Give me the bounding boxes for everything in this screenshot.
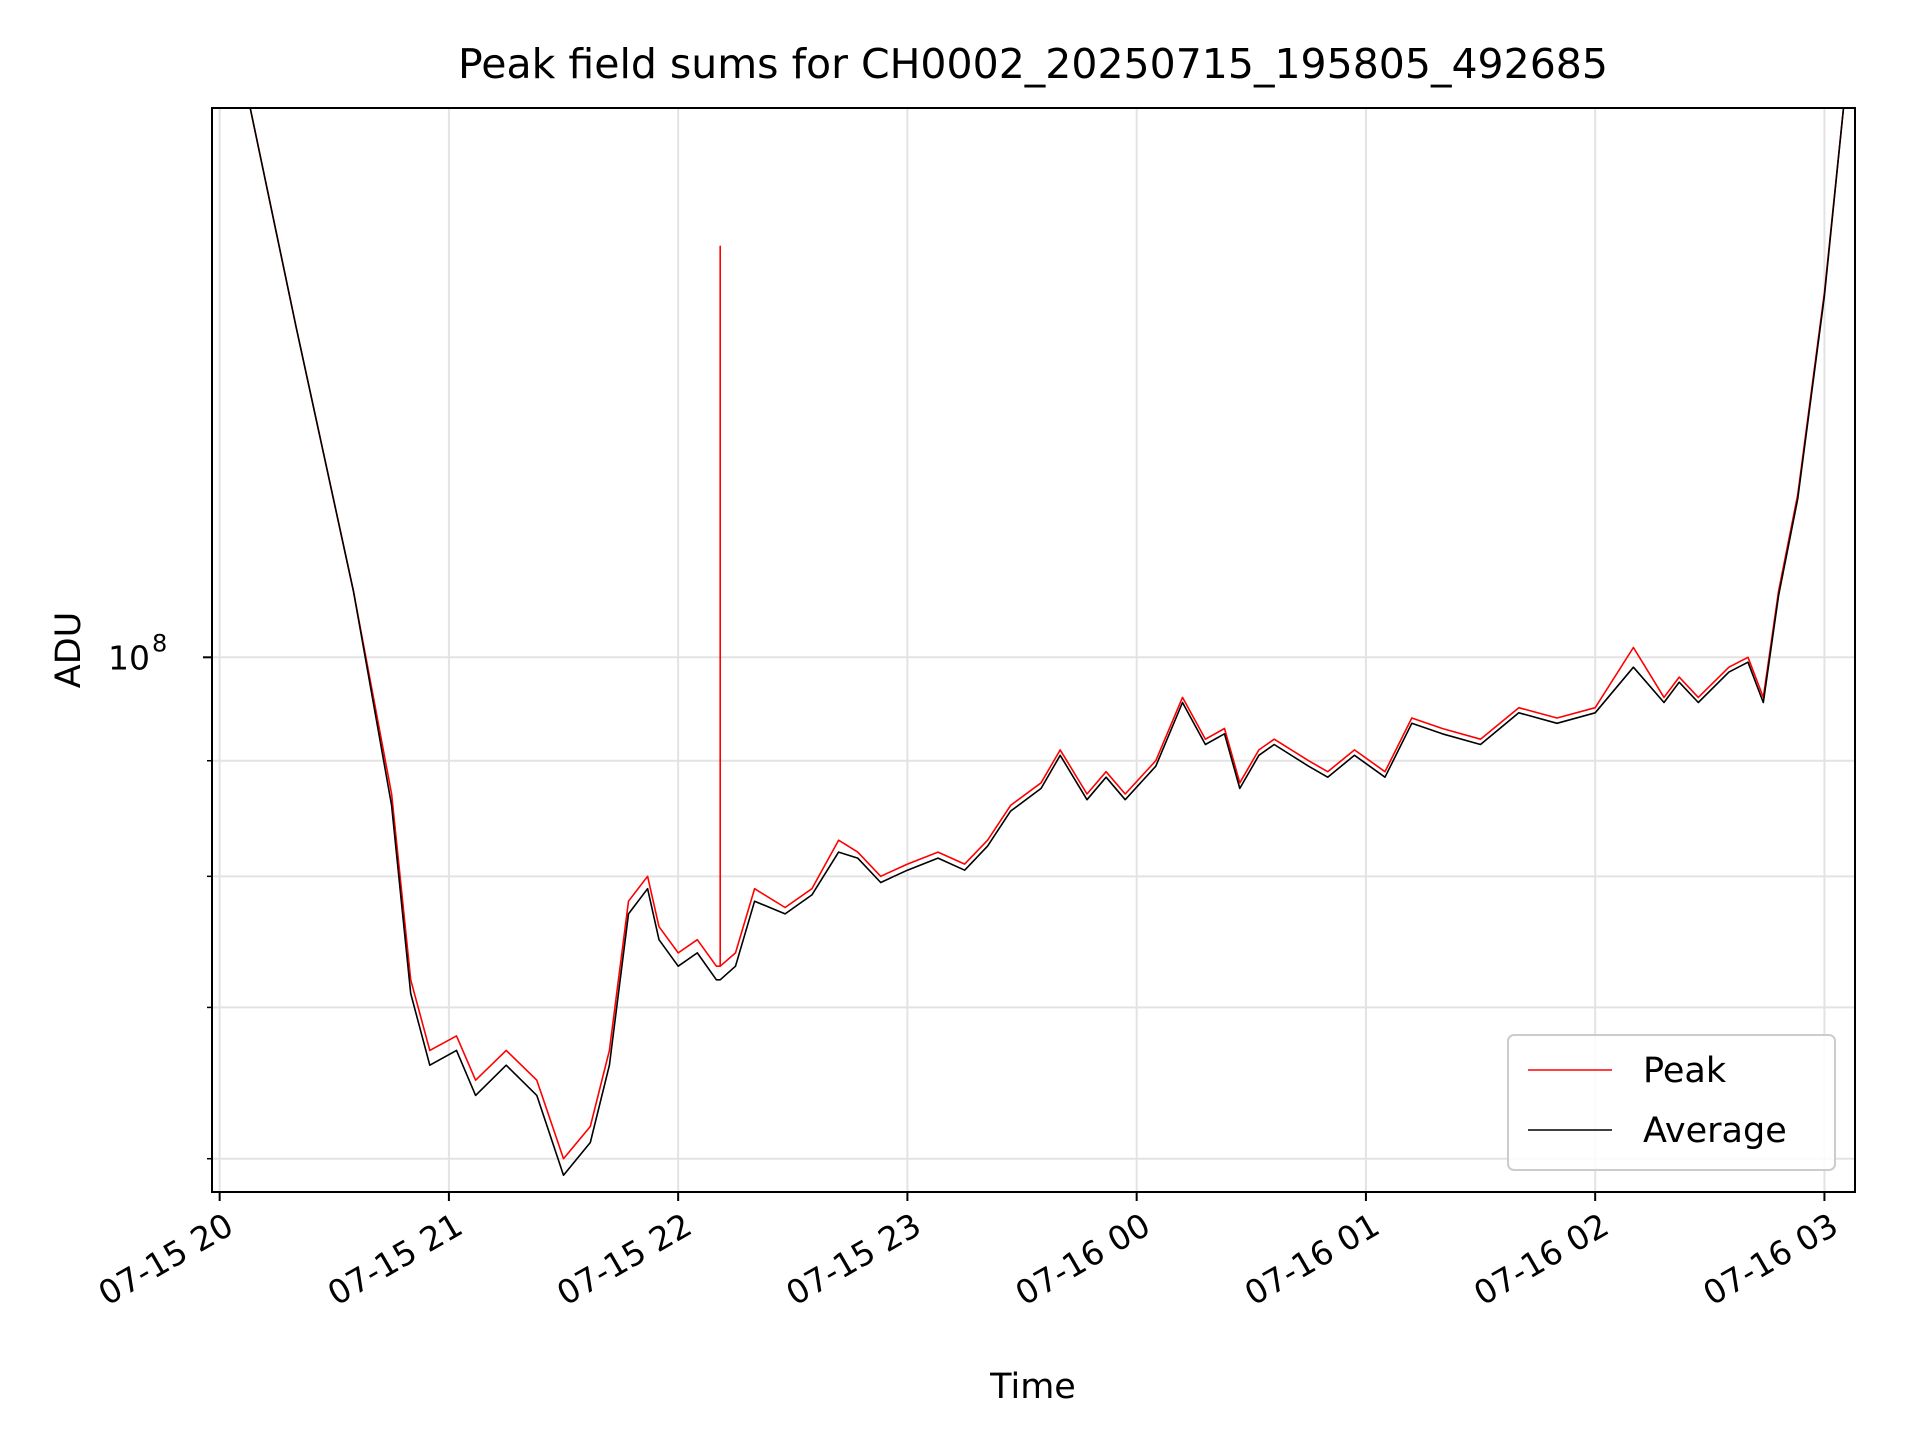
y-axis-label: ADU [49, 612, 89, 689]
x-axis-label: Time [989, 1367, 1076, 1407]
series-layer [249, 108, 1845, 1176]
legend-average-label: Average [1643, 1111, 1787, 1151]
grid [212, 108, 1855, 1192]
y-tick-label-base: 10 [108, 638, 150, 677]
series-line-peak [249, 108, 1845, 1160]
chart-title: Peak field sums for CH0002_20250715_1958… [458, 40, 1608, 88]
legend-box [1507, 1034, 1836, 1171]
series-line-average [249, 108, 1845, 1176]
y-axis: 10 8 [108, 629, 212, 1160]
plot-frame [211, 107, 1856, 1193]
legend-peak-label: Peak [1643, 1051, 1727, 1091]
y-tick-label-exponent: 8 [152, 629, 167, 657]
legend: Peak Average [1507, 1034, 1836, 1171]
